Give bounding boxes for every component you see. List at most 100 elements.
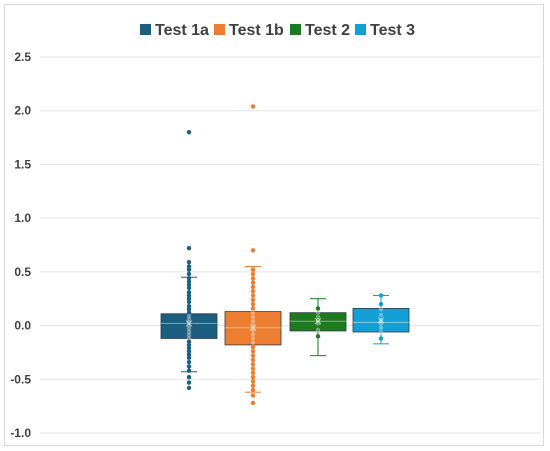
data-point — [250, 297, 256, 302]
data-point — [378, 301, 384, 307]
data-point — [186, 323, 192, 328]
data-point — [250, 306, 256, 311]
data-point — [186, 293, 192, 298]
plot-area — [160, 104, 410, 406]
data-point — [378, 293, 384, 298]
y-tick-label: 0.0 — [14, 319, 31, 333]
box-series — [352, 293, 410, 345]
data-point — [250, 357, 256, 363]
data-point — [378, 325, 384, 330]
data-point — [250, 340, 256, 345]
data-point — [186, 349, 192, 354]
legend-label: Test 1a — [155, 22, 209, 39]
data-point — [250, 301, 256, 307]
data-point — [250, 387, 256, 393]
legend-swatch — [140, 24, 151, 35]
gridlines — [40, 56, 540, 434]
data-point — [186, 342, 192, 348]
data-point — [250, 280, 256, 285]
data-point — [186, 333, 192, 338]
data-point — [186, 271, 192, 277]
data-point — [186, 259, 192, 265]
y-tick-label: 2.5 — [14, 50, 31, 64]
data-point — [186, 282, 192, 287]
data-point — [186, 359, 192, 365]
data-point — [378, 307, 384, 312]
data-point — [378, 329, 384, 335]
box-series — [224, 104, 282, 406]
data-point — [315, 310, 321, 315]
data-point — [186, 355, 192, 360]
data-point — [315, 306, 321, 311]
legend-label: Test 3 — [370, 22, 415, 39]
mean-marker — [314, 317, 322, 325]
data-point — [250, 323, 256, 328]
data-point — [186, 313, 192, 319]
legend-swatch — [290, 24, 301, 35]
data-point — [186, 352, 192, 357]
legend-label: Test 2 — [305, 22, 350, 39]
data-point — [250, 327, 256, 333]
mean-marker — [377, 316, 385, 324]
data-point — [378, 312, 384, 318]
data-point — [250, 344, 256, 350]
data-point — [315, 318, 321, 323]
y-tick-label: -1.0 — [10, 426, 31, 440]
data-point — [186, 246, 192, 251]
y-axis-ticks: 2.5 2.0 1.5 1.0 0.5 0.0 -0.5 -1.0 — [10, 50, 31, 440]
data-point — [250, 370, 256, 376]
data-point — [186, 267, 192, 272]
data-point — [186, 336, 192, 341]
y-tick-label: 0.5 — [14, 265, 31, 279]
data-point — [186, 279, 192, 284]
data-point — [186, 320, 192, 325]
legend-swatch — [355, 24, 366, 35]
data-point — [250, 314, 256, 320]
data-point — [186, 326, 192, 331]
data-point — [250, 366, 256, 371]
legend: Test 1a Test 1b Test 2 Test 3 — [140, 22, 415, 39]
box-series — [289, 298, 347, 357]
y-tick-label: -0.5 — [10, 372, 31, 386]
y-tick-label: 2.0 — [14, 104, 31, 118]
data-point — [250, 319, 256, 324]
data-point — [186, 299, 192, 305]
data-point — [186, 276, 192, 281]
data-point — [250, 276, 256, 281]
data-point — [250, 353, 256, 358]
data-point — [250, 336, 256, 341]
data-point — [250, 271, 256, 277]
data-point — [186, 339, 192, 344]
data-point — [186, 264, 192, 269]
data-point — [186, 304, 192, 309]
data-point — [315, 321, 321, 326]
data-point — [250, 293, 256, 298]
data-point — [250, 104, 256, 109]
data-point — [186, 329, 192, 335]
data-point — [186, 290, 192, 295]
data-point — [250, 284, 256, 290]
data-point — [186, 130, 192, 135]
data-point — [186, 385, 192, 391]
data-point — [186, 364, 192, 369]
mean-marker — [249, 324, 257, 332]
data-point — [250, 310, 256, 315]
data-point — [378, 336, 384, 341]
data-point — [250, 393, 256, 398]
data-point — [250, 400, 256, 406]
data-point — [186, 307, 192, 312]
data-point — [250, 383, 256, 388]
data-point — [186, 296, 192, 301]
data-point — [250, 288, 256, 294]
data-point — [378, 318, 384, 323]
data-point — [186, 380, 192, 385]
data-point — [186, 374, 192, 380]
data-point — [250, 248, 256, 253]
data-point — [186, 310, 192, 315]
data-point — [186, 368, 192, 373]
data-point — [250, 349, 256, 354]
data-point — [315, 314, 321, 320]
data-point — [250, 362, 256, 367]
mean-marker — [185, 320, 193, 327]
